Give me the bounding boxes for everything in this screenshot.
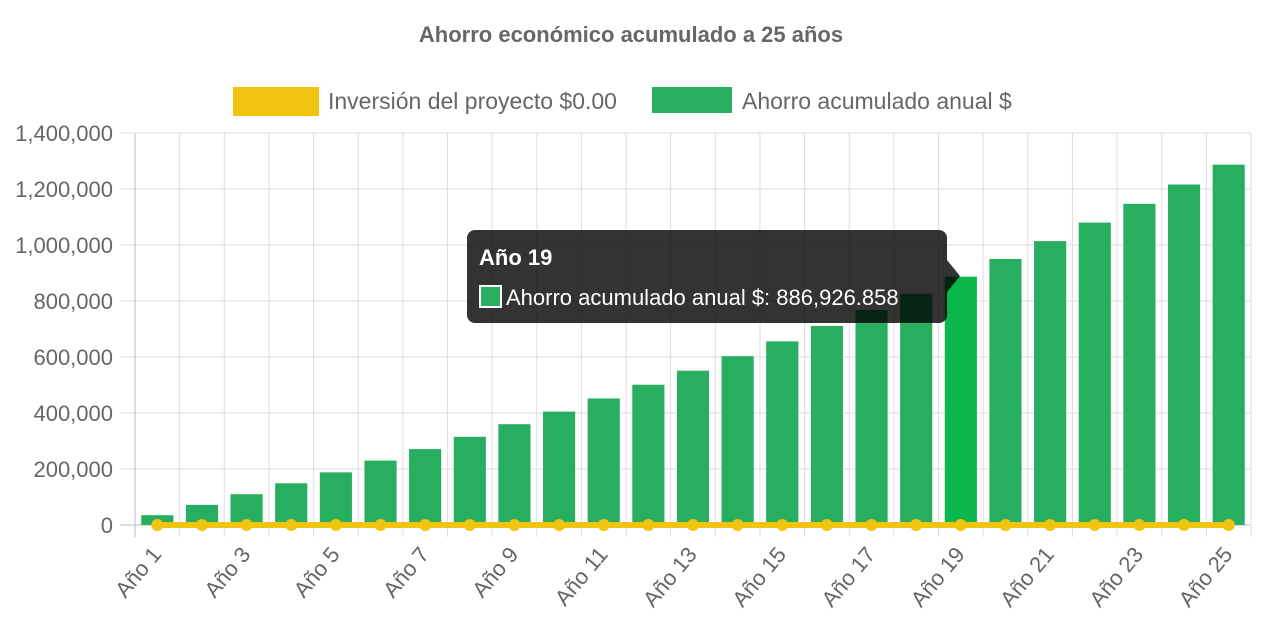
bar-año-12[interactable] [632,384,665,525]
bar-año-13[interactable] [676,370,710,525]
investment-point[interactable] [240,519,253,531]
x-tick-label: Año 19 [906,542,970,611]
bar-año-9[interactable] [498,424,531,525]
x-tick-label: Año 25 [1174,542,1238,611]
tooltip-title: Año 19 [479,245,552,270]
y-tick-label: 800,000 [33,289,113,314]
bar-año-7[interactable] [409,449,442,525]
investment-point[interactable] [329,519,342,531]
bar-año-23[interactable] [1123,203,1156,525]
investment-point[interactable] [508,519,521,531]
legend-label-investment[interactable]: Inversión del proyecto $0.00 [328,88,617,114]
x-tick-label: Año 7 [378,542,434,602]
bar-año-21[interactable] [1034,241,1067,525]
y-tick-label: 200,000 [33,457,113,482]
investment-point[interactable] [731,519,744,531]
x-tick-label: Año 21 [995,542,1059,611]
bar-año-22[interactable] [1078,222,1111,525]
bar-año-20[interactable] [989,259,1022,525]
investment-point[interactable] [999,519,1012,531]
tooltip-caret [947,260,960,292]
legend-label-savings[interactable]: Ahorro acumulado anual $ [742,88,1012,114]
x-axis-ticks: Año 1 Año 3 Año 5 Año 7 Año 9 Año 11 Año 13 Año… [110,542,1237,611]
legend: Inversión del proyecto $0.00 Ahorro acum… [233,87,1012,116]
investment-point[interactable] [865,519,878,531]
investment-point[interactable] [910,519,923,531]
tooltip-swatch [479,285,502,308]
tooltip-label: Ahorro acumulado anual $: 886,926.858 [506,285,899,310]
investment-point[interactable] [597,519,610,531]
tooltip-box [467,230,947,323]
x-tick-label: Año 15 [727,542,791,611]
x-tick-label: Año 1 [110,542,166,602]
bar-año-6[interactable] [364,460,397,525]
bar-año-18[interactable] [900,293,933,525]
tooltip: Año 19 Ahorro acumulado anual $: 886,926… [467,230,960,323]
investment-point[interactable] [374,519,387,531]
chart-title: Ahorro económico acumulado a 25 años [419,22,843,47]
investment-point[interactable] [1222,519,1235,531]
investment-point[interactable] [776,519,789,531]
x-tick-label: Año 23 [1084,542,1148,611]
bar-año-16[interactable] [810,325,843,525]
x-tick-label: Año 13 [638,542,702,611]
investment-point[interactable] [285,519,298,531]
bar-año-15[interactable] [766,341,799,525]
investment-point[interactable] [151,519,164,531]
y-tick-label: 1,200,000 [15,177,113,202]
bar-año-17[interactable] [855,309,888,525]
investment-point[interactable] [820,519,833,531]
x-tick-label: Año 17 [816,542,880,611]
bar-año-14[interactable] [721,356,754,525]
investment-point[interactable] [553,519,566,531]
bar-año-19[interactable] [944,276,977,525]
y-tick-label: 1,400,000 [15,121,113,146]
investment-line [151,519,1235,531]
investment-point[interactable] [1088,519,1101,531]
y-tick-label: 400,000 [33,401,113,426]
x-tick-label: Año 11 [550,542,613,610]
investment-point[interactable] [463,519,476,531]
x-tick-label: Año 5 [289,542,345,602]
investment-point[interactable] [954,519,967,531]
bar-año-25[interactable] [1212,164,1245,525]
y-axis-ticks: 1,400,000 1,200,000 1,000,000 800,000 600,00… [15,121,113,538]
bar-año-11[interactable] [587,398,620,525]
bars [141,164,1245,525]
investment-point[interactable] [642,519,655,531]
investment-point[interactable] [195,519,208,531]
investment-point[interactable] [1133,519,1146,531]
investment-point[interactable] [1178,519,1191,531]
y-tick-label: 1,000,000 [15,233,113,258]
x-tick-label: Año 3 [199,542,255,602]
bar-año-4[interactable] [275,483,308,525]
legend-swatch-investment[interactable] [233,87,319,116]
bar-año-2[interactable] [185,504,219,525]
investment-point[interactable] [1044,519,1057,531]
bar-año-10[interactable] [543,411,576,525]
investment-point[interactable] [419,519,432,531]
bar-año-8[interactable] [453,436,486,525]
investment-point[interactable] [687,519,699,531]
bar-año-5[interactable] [319,472,352,525]
y-tick-label: 0 [101,513,113,538]
legend-swatch-savings[interactable] [652,87,732,113]
y-tick-label: 600,000 [33,345,113,370]
bar-año-24[interactable] [1167,184,1201,525]
x-tick-label: Año 9 [467,542,523,602]
